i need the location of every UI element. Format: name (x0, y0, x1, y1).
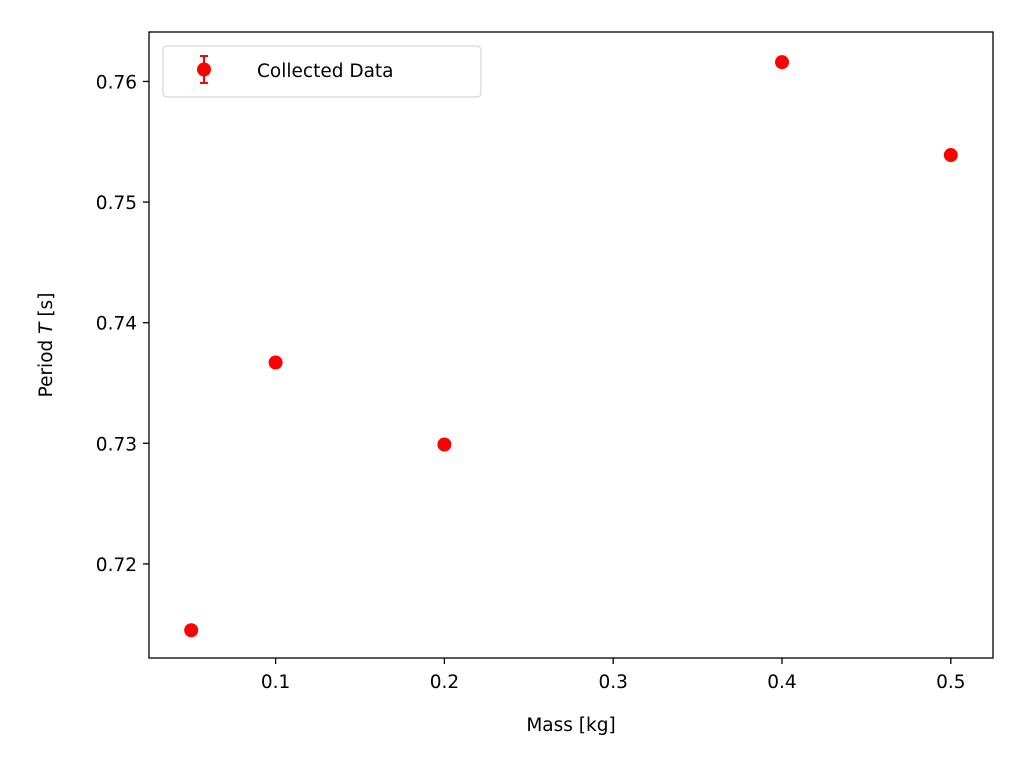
ticks-layer: 0.1 0.2 0.3 0.4 0.5 0.72 0.73 0.74 0.75 0.76 (96, 72, 966, 693)
y-axis-label-variable: T (36, 321, 57, 334)
data-points-layer (184, 55, 958, 638)
x-tick-label: 0.2 (430, 672, 459, 693)
x-tick-label: 0.5 (936, 672, 965, 693)
legend-box (162, 45, 482, 98)
data-point (437, 437, 452, 452)
legend-label: Collected Data (257, 61, 394, 82)
y-axis-label: Period T [s] (36, 293, 57, 398)
x-tick-label: 0.4 (767, 672, 796, 693)
y-tick-label: 0.73 (96, 434, 137, 455)
y-tick-label: 0.72 (96, 555, 137, 576)
plot-area-frame (148, 31, 994, 659)
y-axis-label-prefix: Period (36, 334, 57, 398)
legend: Collected Data (162, 45, 482, 98)
legend-marker-circle (197, 62, 211, 77)
x-tick-label: 0.3 (598, 672, 627, 693)
x-tick-label: 0.1 (261, 672, 290, 693)
data-point (268, 355, 283, 370)
data-point (943, 148, 958, 163)
x-axis-label: Mass [kg] (526, 715, 615, 736)
data-point (775, 55, 789, 70)
y-tick-label: 0.76 (96, 72, 137, 93)
y-axis-label-suffix: [s] (36, 293, 57, 323)
y-tick-label: 0.75 (96, 193, 137, 214)
data-point (184, 623, 199, 638)
legend-marker-errorbar (197, 55, 211, 84)
y-tick-label: 0.74 (96, 314, 137, 335)
